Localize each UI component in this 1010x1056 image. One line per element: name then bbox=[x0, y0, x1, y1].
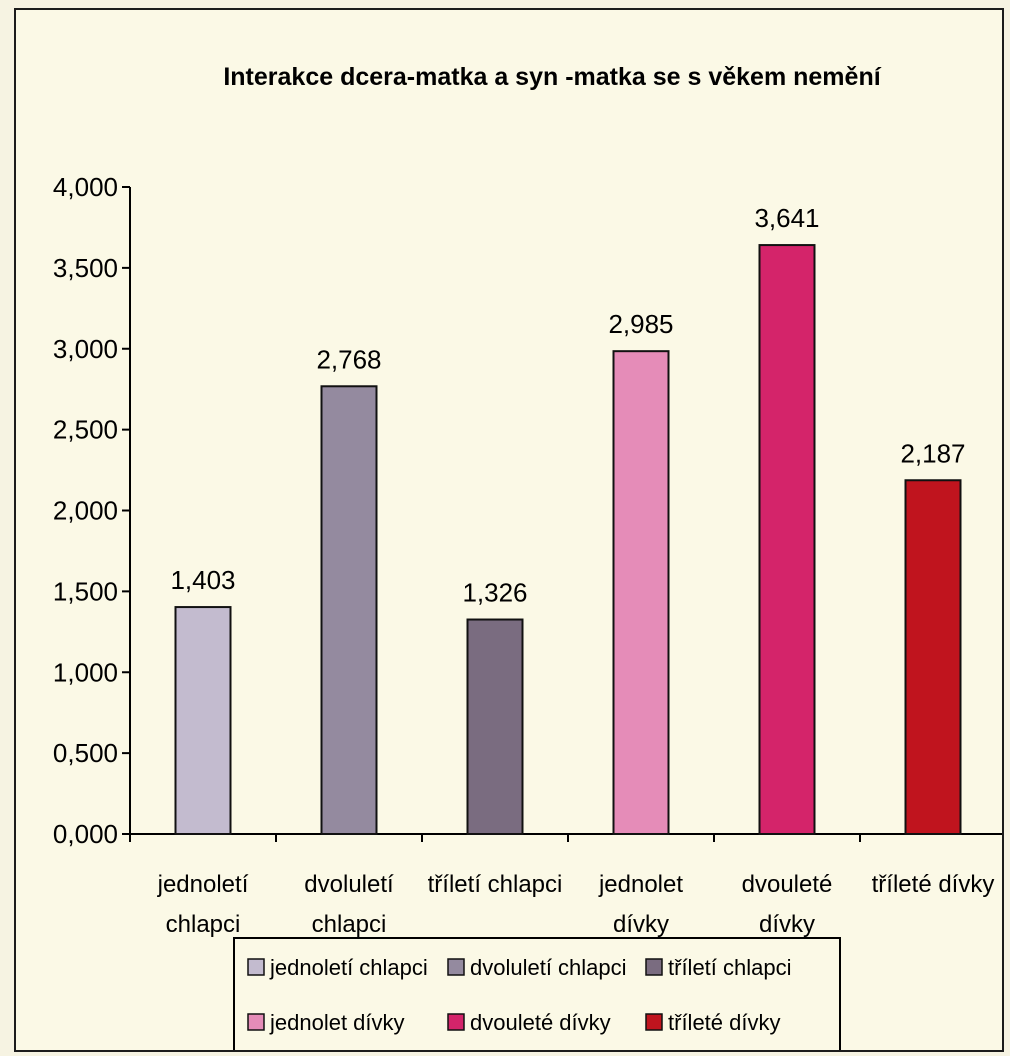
category-label: dívky bbox=[759, 911, 815, 938]
legend-swatch bbox=[247, 1013, 265, 1031]
legend-label: tříleté dívky bbox=[668, 1010, 780, 1035]
data-label: 2,768 bbox=[316, 344, 381, 374]
data-label: 1,326 bbox=[462, 578, 527, 608]
category-label: tříletí chlapci bbox=[428, 871, 563, 898]
data-label: 3,641 bbox=[754, 203, 819, 233]
bar bbox=[758, 244, 816, 836]
bar bbox=[174, 606, 232, 836]
y-tick-label: 3,000 bbox=[53, 334, 118, 364]
bars bbox=[174, 244, 962, 836]
legend-swatch bbox=[645, 1013, 663, 1031]
data-labels: 1,403 2,768 1,326 2,985 3,641 2,187 bbox=[170, 203, 965, 607]
legend-label: tříletí chlapci bbox=[668, 955, 792, 980]
y-tick-label: 1,000 bbox=[53, 657, 118, 687]
legend-box bbox=[233, 937, 841, 1050]
y-tick-label: 1,500 bbox=[53, 576, 118, 606]
legend-swatch bbox=[447, 958, 465, 976]
data-label: 1,403 bbox=[170, 565, 235, 595]
bar bbox=[904, 479, 962, 835]
legend-label: jednoletí chlapci bbox=[269, 955, 428, 980]
y-tick-label: 2,500 bbox=[53, 415, 118, 445]
y-ticks: 0,000 0,500 1,000 1,500 2,000 2,500 3,000 3,500… bbox=[53, 172, 130, 849]
category-label: jednolet bbox=[598, 871, 683, 898]
category-labels: jednoletí chlapci dvoluletí chlapci tříletí … bbox=[157, 871, 995, 938]
bar bbox=[612, 350, 670, 835]
category-label: tříleté dívky bbox=[872, 871, 995, 898]
y-tick-label: 0,500 bbox=[53, 738, 118, 768]
category-label: dvouleté bbox=[742, 871, 833, 898]
category-label: jednoletí bbox=[157, 871, 249, 898]
category-label: chlapci bbox=[166, 911, 241, 938]
y-tick-label: 4,000 bbox=[53, 172, 118, 202]
bar bbox=[466, 618, 524, 835]
chart-title: Interakce dcera-matka a syn -matka se s … bbox=[223, 63, 881, 91]
bar bbox=[320, 385, 378, 835]
category-label: dvoluletí bbox=[304, 871, 394, 898]
legend-swatch bbox=[447, 1013, 465, 1031]
bar-chart: Interakce dcera-matka a syn -matka se s … bbox=[53, 63, 1002, 1050]
legend-swatch bbox=[645, 958, 663, 976]
category-label: dívky bbox=[613, 911, 669, 938]
legend-swatch bbox=[247, 958, 265, 976]
legend-label: dvoluletí chlapci bbox=[470, 955, 627, 980]
legend-label: dvouleté dívky bbox=[470, 1010, 611, 1035]
data-label: 2,985 bbox=[608, 309, 673, 339]
y-tick-label: 3,500 bbox=[53, 253, 118, 283]
x-ticks bbox=[129, 834, 861, 842]
legend: jednoletí chlapci dvoluletí chlapci třílet… bbox=[233, 937, 841, 1050]
y-tick-label: 0,000 bbox=[53, 819, 118, 849]
chart-frame: Interakce dcera-matka a syn -matka se s … bbox=[14, 8, 1004, 1052]
category-label: chlapci bbox=[312, 911, 387, 938]
y-tick-label: 2,000 bbox=[53, 496, 118, 526]
data-label: 2,187 bbox=[900, 438, 965, 468]
legend-label: jednolet dívky bbox=[269, 1010, 405, 1035]
